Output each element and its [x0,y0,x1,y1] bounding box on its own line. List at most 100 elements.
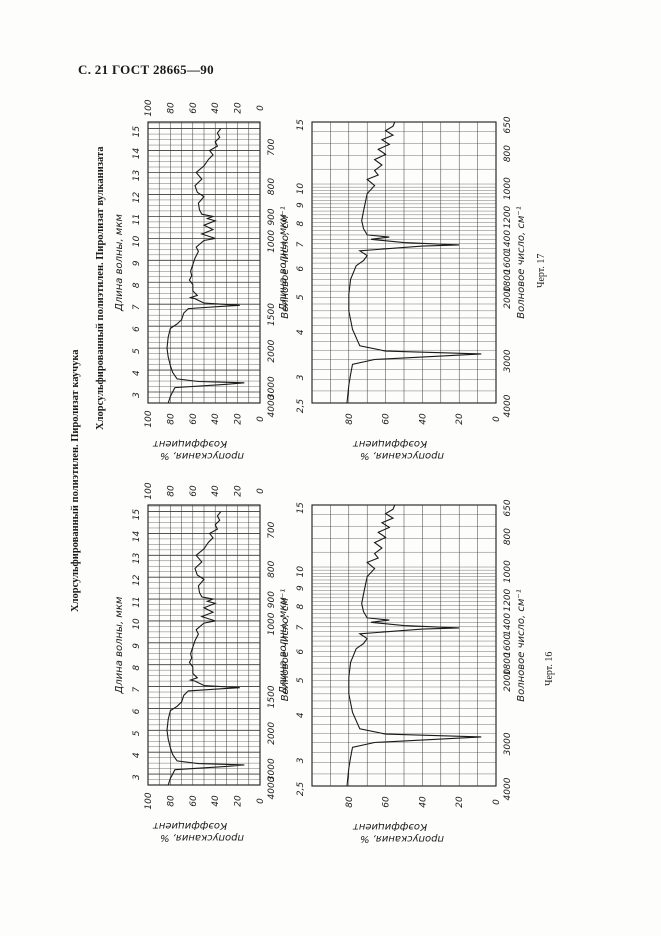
g0-chart_b-trans-tick-bottom: 80 [345,796,355,808]
g1-chart_a-lambda-tick: 6 [132,326,142,332]
g1-chart_a-lambda-tick: 4 [132,370,142,376]
g1-chart_b-lambda-tick: 3 [296,374,306,380]
g0-chart_a-ylabel-1: Коэффициент [152,820,227,831]
g0-chart_b-wavenumber-tick: 1200 [503,588,513,611]
g0-chart_b-lambda-tick: 8 [296,603,306,609]
g0-chart_a-wavenumber-tick: 4000 [267,776,277,799]
g1-chart_b-wavenumber-tick: 2000 [503,286,513,309]
g0-chart_b-lambda-tick: 10 [296,566,306,578]
g0-chart_b-wavenumber-tick: 1400 [503,613,513,636]
g0-chart_b-wavenumber-tick: 1800 [503,652,513,675]
g1-chart_a-wavenumber-tick: 700 [267,138,277,155]
g1-chart_b-wavenumber-tick: 1400 [503,230,513,253]
g0-chart_a-lambda-tick: 13 [132,552,142,564]
g0-chart_b-lambda-tick: 7 [296,624,306,630]
g1-chart_a-wavenumber-tick: 2000 [267,339,277,362]
g1-chart_a-lambda-tick: 15 [132,126,142,138]
g1-chart_a-lambda-tick: 8 [132,282,142,288]
g0-chart_a-wavenumber-tick: 800 [267,560,277,577]
g0-chart_b-wavenumber-label: Волновое число, см⁻¹ [516,589,527,701]
g0-chart_a-lambda-tick: 6 [132,708,142,714]
g1-chart_b-lambda-tick: 6 [296,266,306,272]
g1-chart_a-trans-tick-bottom: 20 [234,413,244,425]
g1-chart_a-lambda-tick: 11 [132,214,142,225]
g0-chart_a-lambda-tick: 9 [132,643,142,649]
g0-chart_a-wavenumber-tick: 900 [267,591,277,608]
g0-chart_b-wavenumber-tick: 2000 [503,669,513,692]
g0-chart_a-trans-tick-bottom: 60 [189,795,199,807]
g1-chart_a-lambda-tick: 7 [132,304,142,310]
g1-chart_b-lambda-tick: 4 [296,329,306,335]
g1-chart_b-wavenumber-tick: 800 [503,145,513,162]
g1-chart_a-trans-tick-bottom: 40 [211,413,221,425]
g1-chart_b-lambda-tick: 2,5 [296,399,306,414]
g1-chart_a-lambda-tick: 14 [132,148,142,160]
g1-chart_a-wavenumber-tick: 1000 [267,230,277,253]
g0-chart_a-wavenumber-tick: 1500 [267,685,277,708]
g1-chart_b-lambda-tick: 7 [296,241,306,247]
g0-chart_a-lambda-tick: 4 [132,752,142,758]
g1-chart_b-ylabel-2: пропускания, % [360,450,444,461]
g0-chart_b-lambda-tick: 9 [296,585,306,591]
g0-chart_b-lambda-tick: 6 [296,649,306,655]
g1-chart_b-lambda-tick: 15 [296,119,306,131]
g1-chart_a-trans-tick-bottom: 80 [166,413,176,425]
g1-chart_b-wavenumber-tick: 1600 [503,251,513,274]
g1-chart_a-spectrum-line [166,128,245,404]
g0-chart_a-lambda-tick: 10 [132,618,142,630]
g0-chart_a-ylabel-2: пропускания, % [160,832,244,843]
g0-chart_a-lambda-tick: 12 [132,574,142,586]
g1-chart_b-wavenumber-tick: 1000 [503,177,513,200]
g0-chart_a-wavenumber-label: Волновое число, см⁻¹ [280,589,291,701]
g0-chart_b-ylabel-1: Коэффициент [352,821,427,832]
g0-chart_a-lambda-tick: 15 [132,509,142,521]
page-header: С. 21 ГОСТ 28665—90 [78,62,214,77]
g1-chart_b-ylabel-1: Коэффициент [352,438,427,449]
g1-chart_b-wavenumber-tick: 4000 [503,394,513,417]
g0-chart_b-wavenumber-tick: 800 [503,528,513,545]
g1-chart_a-trans-tick-top: 100 [144,99,154,116]
g0-chart_a-trans-tick-bottom: 80 [166,795,176,807]
g0-chart_a-lambda-tick: 5 [132,730,142,736]
g1-chart_b-lambda-tick: 8 [296,220,306,226]
g1-chart_a-wavenumber-tick: 900 [267,208,277,225]
g0-chart_a-trans-tick-top: 100 [144,482,154,499]
g0-chart_a-trans-tick-top: 60 [189,485,199,497]
g1-chart_a-lambda-tick: 9 [132,260,142,266]
g0-chart_b-trans-tick-bottom: 20 [455,796,465,808]
g1-chart_b-lambda-tick: 10 [296,183,306,195]
g0-chart_a-spectrum-line [166,511,245,786]
g1-chart_a-lambda-tick: 10 [132,235,142,247]
g0-chart_a-wavenumber-tick: 700 [267,521,277,538]
g1-chart_a-ylabel-1: Коэффициент [152,438,227,449]
g1-chart_a-wavenumber-label: Волновое число, см⁻¹ [280,206,291,318]
g0-chart_b-ylabel-2: пропускания, % [360,833,444,844]
g0-chart_a-trans-tick-bottom: 100 [144,792,154,809]
g0-chart_a-lambda-tick: 8 [132,665,142,671]
g0-chart_b-lambda-tick: 5 [296,677,306,683]
g0-chart_a-lambda-tick: 14 [132,530,142,542]
g0-chart_b-wavenumber-tick: 1600 [503,634,513,657]
g0-chart_a-wavenumber-tick: 3000 [267,758,277,781]
g0-chart_a-lambda-tick: 11 [132,596,142,607]
g0-chart_b-trans-tick-bottom: 0 [492,799,502,805]
g1-chart_a-lambda-tick: 13 [132,169,142,181]
g1-chart_b-trans-tick-bottom: 0 [492,416,502,422]
g0-chart_b-wavenumber-tick: 4000 [503,777,513,800]
g0-chart_a-trans-tick-top: 0 [256,488,266,494]
g0-chart_a-trans-tick-bottom: 20 [234,795,244,807]
g1-chart_b-trans-tick-bottom: 40 [418,413,428,425]
g1-chart_b-lambda-tick: 9 [296,202,306,208]
g1-chart_b-wavenumber-tick: 650 [503,116,513,133]
g1-chart_a-ylabel-2: пропускания, % [160,450,244,461]
g0-chart_b-wavenumber-tick: 1000 [503,560,513,583]
g1-chart_a-wavenumber-tick: 800 [267,178,277,195]
g1-chart_b-trans-tick-bottom: 80 [345,413,355,425]
g0-chart_b-lambda-tick: 2,5 [296,782,306,797]
g1-chart_a-lambda-label: Длина волны, мкм [114,214,125,312]
g0-chart_b-lambda-tick: 15 [296,502,306,514]
g0-chart_b-lambda-tick: 4 [296,712,306,718]
g1-chart_a-wavenumber-tick: 4000 [267,394,277,417]
g0-chart_b-lambda-tick: 3 [296,757,306,763]
